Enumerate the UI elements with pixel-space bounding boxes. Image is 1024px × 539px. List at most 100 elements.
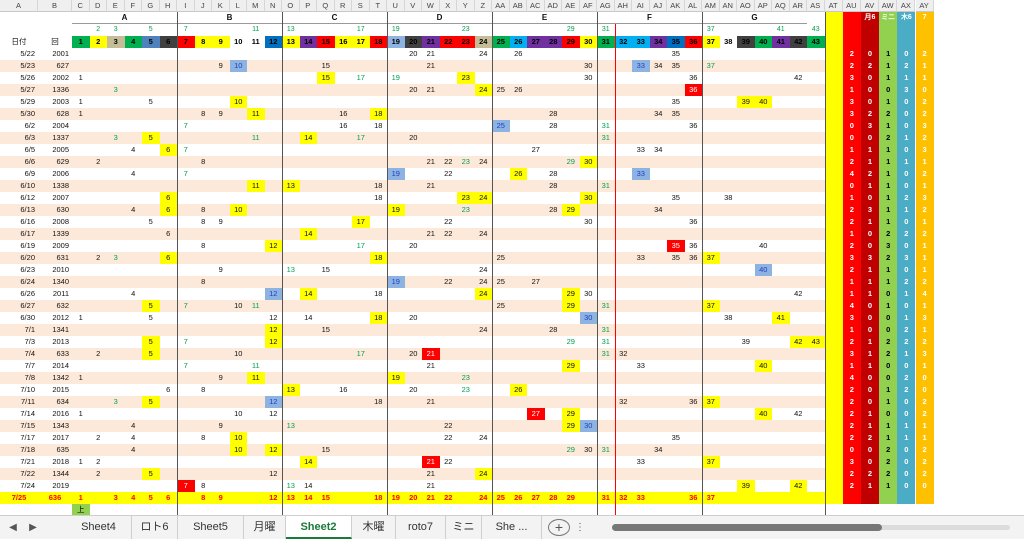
cell-q[interactable]: 15 — [321, 265, 330, 274]
cell-ax[interactable]: 0 — [904, 457, 909, 466]
cell-r[interactable]: 16 — [334, 36, 352, 48]
cell-aw[interactable]: 1 — [886, 433, 891, 442]
cell-au[interactable]: 2 — [849, 421, 854, 430]
cell-ax[interactable]: 1 — [904, 313, 909, 322]
cell-ay[interactable]: 2 — [922, 49, 927, 58]
cell-b[interactable]: 633 — [56, 349, 69, 358]
cell-p[interactable]: 14 — [299, 228, 317, 240]
cell-ac[interactable]: 27 — [531, 493, 540, 502]
column-header-an[interactable]: AN — [719, 0, 737, 12]
column-header-ai[interactable]: AI — [632, 0, 650, 12]
cell-j[interactable]: 8 — [194, 36, 212, 48]
cell-t[interactable]: 18 — [369, 108, 387, 120]
cell-au[interactable]: 0 — [849, 445, 854, 454]
cell-ar[interactable]: 42 — [794, 73, 803, 82]
cell-ai[interactable]: 33 — [636, 361, 645, 370]
cell-av[interactable]: 2 — [867, 433, 873, 442]
cell-al[interactable]: 36 — [689, 241, 698, 250]
cell-d[interactable]: 2 — [96, 26, 101, 33]
cell-x[interactable]: 22 — [444, 169, 453, 178]
tab-mini[interactable]: ミニ — [446, 516, 482, 539]
cell-an[interactable]: 38 — [724, 313, 733, 322]
cell-aw[interactable]: 2 — [886, 133, 891, 142]
cell-av[interactable]: 0 — [867, 373, 873, 382]
cell-a[interactable]: 7/3 — [24, 337, 35, 346]
tab-next-button[interactable]: ▶ — [29, 522, 37, 533]
cell-av[interactable]: 1 — [867, 277, 873, 286]
cell-b[interactable]: 2001 — [52, 49, 69, 58]
cell-n[interactable]: 12 — [264, 444, 282, 456]
cell-al[interactable]: 36 — [689, 397, 698, 406]
cell-g[interactable]: 5 — [142, 396, 160, 408]
cell-h[interactable]: 6 — [166, 229, 171, 238]
cell-z[interactable]: 24 — [474, 288, 492, 300]
cell-ae[interactable]: 29 — [566, 493, 575, 502]
cell-ag[interactable]: 31 — [601, 337, 610, 346]
cell-ay[interactable]: 3 — [922, 121, 927, 130]
cell-v[interactable]: 20 — [409, 349, 418, 358]
cell-ax[interactable]: 0 — [904, 109, 909, 118]
column-header-ay[interactable]: AY — [915, 0, 934, 12]
cell-ax[interactable]: 1 — [904, 421, 909, 430]
cell-o[interactable]: 13 — [282, 180, 300, 192]
cell-aw[interactable]: 1 — [886, 121, 891, 130]
cell-aw[interactable]: 1 — [886, 301, 891, 310]
spreadsheet-grid[interactable]: A B C D E F G H I J K L M N O P Q R S T U V W X Y Z AA AB AC AD AE AF AG… — [0, 0, 1024, 515]
cell-l[interactable]: 10 — [229, 96, 247, 108]
cell-ax[interactable]: 0 — [904, 169, 909, 178]
column-header-aw[interactable]: AW — [879, 0, 898, 12]
cell-al[interactable]: 36 — [689, 121, 698, 130]
cell-y[interactable]: 23 — [461, 385, 470, 394]
cell-a[interactable]: 5/22 — [20, 49, 35, 58]
tab-roto7[interactable]: roto7 — [396, 516, 446, 539]
cell-z[interactable]: 24 — [479, 277, 488, 286]
cell-ak[interactable]: 35 — [671, 61, 680, 70]
cell-x[interactable]: 22 — [444, 433, 453, 442]
cell-ax[interactable]: 3 — [904, 85, 909, 94]
cell-t[interactable]: 18 — [369, 36, 387, 48]
cell-h[interactable]: 6 — [166, 385, 171, 394]
cell-c[interactable]: 1 — [78, 73, 83, 82]
cell-av[interactable]: 2 — [867, 469, 873, 478]
cell-aw[interactable]: 2 — [886, 457, 891, 466]
cell-c[interactable]: 1 — [78, 493, 83, 502]
cell-ah[interactable]: 32 — [619, 349, 628, 358]
column-header-af[interactable]: AF — [579, 0, 597, 12]
cell-f[interactable]: 4 — [131, 169, 136, 178]
cell-g[interactable]: 5 — [142, 300, 160, 312]
cell-af[interactable]: 30 — [584, 445, 593, 454]
column-header-x[interactable]: X — [439, 0, 457, 12]
column-header-a[interactable]: A — [0, 0, 38, 12]
cell-ay[interactable]: 1 — [922, 361, 927, 370]
cell-ax[interactable]: 0 — [904, 121, 909, 130]
cell-w[interactable]: 21 — [426, 61, 435, 70]
cell-a[interactable]: 7/17 — [20, 433, 35, 442]
cell-u[interactable]: 19 — [387, 36, 405, 48]
column-header-h[interactable]: H — [159, 0, 177, 12]
cell-ay[interactable]: 1 — [922, 301, 927, 310]
cell-y[interactable]: 23 — [461, 373, 470, 382]
cell-i[interactable]: 7 — [183, 169, 188, 178]
cell-q[interactable]: 15 — [321, 61, 330, 70]
column-header-p[interactable]: P — [299, 0, 317, 12]
cell-x[interactable]: 22 — [444, 457, 453, 466]
cell-ax[interactable]: 0 — [904, 481, 909, 490]
cell-w[interactable]: 21 — [426, 49, 435, 58]
cell-ae[interactable]: 29 — [566, 337, 575, 346]
cell-au[interactable]: 3 — [849, 253, 854, 262]
column-header-t[interactable]: T — [369, 0, 387, 12]
cell-ak[interactable]: 35 — [671, 109, 680, 118]
cell-x[interactable]: 22 — [444, 277, 453, 286]
cell-aa[interactable]: 25 — [496, 85, 505, 94]
cell-al[interactable]: 36 — [684, 84, 702, 96]
cell-av[interactable]: 2 — [867, 61, 873, 70]
cell-aj[interactable]: 34 — [649, 36, 667, 48]
cell-aw[interactable]: 0 — [886, 313, 891, 322]
cell-ay[interactable]: 0 — [922, 373, 927, 382]
column-header-c[interactable]: C — [72, 0, 90, 12]
cell-av[interactable]: 1 — [867, 337, 873, 346]
cell-ay[interactable]: 2 — [922, 457, 927, 466]
cell-aw[interactable]: 0 — [886, 289, 891, 298]
column-header-w[interactable]: W — [422, 0, 440, 12]
cell-aw[interactable]: 2 — [886, 337, 891, 346]
